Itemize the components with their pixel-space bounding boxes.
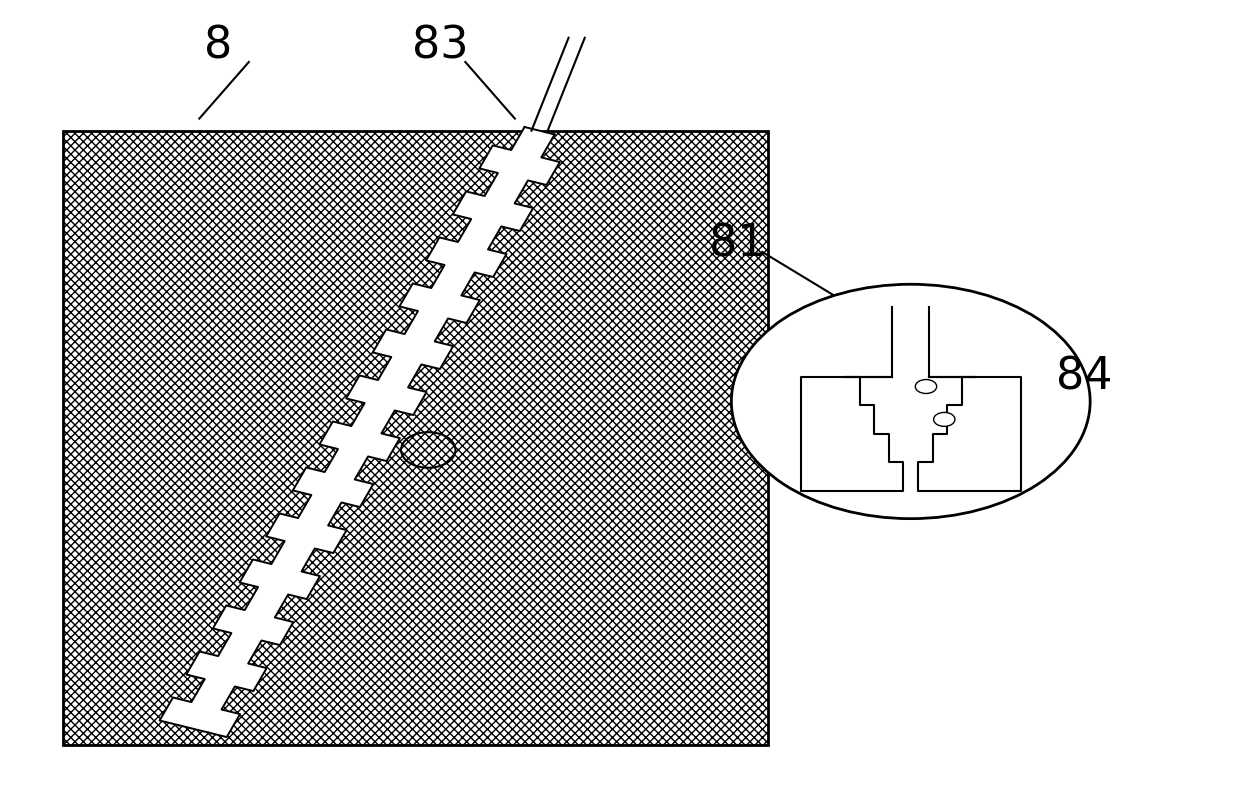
Polygon shape <box>801 376 903 491</box>
Text: 83: 83 <box>412 24 469 67</box>
Circle shape <box>732 285 1090 519</box>
Text: 8: 8 <box>203 24 232 67</box>
Text: 84: 84 <box>1055 356 1112 399</box>
Bar <box>63 131 769 745</box>
Text: 81: 81 <box>709 222 766 265</box>
Polygon shape <box>160 127 559 737</box>
Circle shape <box>915 380 936 393</box>
Circle shape <box>934 413 955 427</box>
Polygon shape <box>919 376 1021 491</box>
